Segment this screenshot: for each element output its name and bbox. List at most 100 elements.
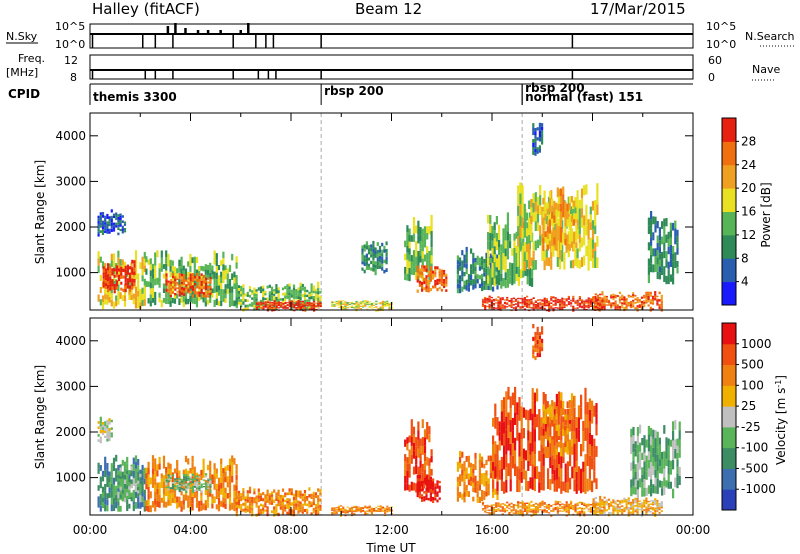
range-gate-cell [544, 237, 547, 243]
range-gate-cell [522, 269, 525, 278]
range-gate-cell [187, 495, 190, 502]
range-gate-cell [141, 275, 144, 282]
range-gate-cell [568, 223, 571, 231]
range-gate-cell [634, 497, 637, 500]
range-gate-cell [233, 283, 236, 289]
cpid-mode-label: rbsp 200 [324, 84, 383, 98]
range-gate-cell [275, 302, 278, 304]
range-gate-cell [528, 276, 531, 287]
range-gate-cell [171, 287, 174, 293]
range-gate-cell [386, 301, 389, 303]
range-gate-cell [319, 296, 322, 299]
range-gate-cell [534, 221, 537, 231]
range-gate-cell [600, 308, 603, 310]
range-gate-cell [500, 468, 503, 480]
range-gate-cell [162, 481, 166, 489]
range-gate-cell [587, 504, 590, 506]
range-gate-cell [440, 275, 443, 278]
range-gate-cell [519, 512, 522, 515]
range-gate-cell [572, 505, 575, 507]
range-gate-cell [266, 310, 269, 312]
range-gate-cell [101, 302, 105, 310]
range-gate-cell [594, 303, 597, 306]
range-gate-cell [570, 302, 573, 304]
range-gate-cell [337, 508, 340, 509]
range-gate-cell [178, 298, 181, 305]
range-gate-cell [574, 302, 577, 305]
range-gate-cell [112, 491, 116, 498]
range-gate-cell [109, 276, 112, 281]
range-gate-cell [187, 289, 190, 292]
range-gate-cell [421, 463, 424, 473]
range-gate-cell [288, 505, 291, 509]
range-gate-cell [301, 293, 304, 298]
range-gate-cell [231, 299, 234, 306]
range-gate-cell [342, 303, 345, 305]
range-gate-cell [167, 481, 170, 488]
range-gate-cell [331, 510, 334, 512]
range-gate-cell [99, 287, 102, 294]
range-gate-cell [240, 304, 243, 308]
range-gate-cell [506, 268, 509, 279]
range-gate-cell [591, 248, 595, 259]
range-gate-cell [408, 470, 411, 478]
range-gate-cell [215, 272, 218, 280]
range-gate-cell [187, 501, 190, 508]
range-gate-cell [528, 505, 531, 507]
range-gate-cell [291, 302, 294, 304]
range-gate-cell [640, 504, 644, 507]
range-gate-cell [370, 507, 373, 509]
beam-title: Beam 12 [355, 0, 422, 18]
range-gate-cell [545, 510, 548, 512]
range-gate-cell [355, 300, 358, 303]
range-gate-cell [528, 302, 531, 304]
range-gate-cell [255, 306, 258, 307]
range-gate-cell [255, 304, 258, 306]
range-gate-cell [406, 477, 409, 484]
range-gate-cell [271, 308, 274, 310]
range-gate-cell [537, 305, 540, 308]
range-gate-cell [275, 495, 278, 499]
range-gate-cell [200, 485, 203, 489]
range-gate-cell [534, 502, 537, 505]
range-gate-cell [228, 478, 232, 485]
range-gate-cell [428, 259, 431, 268]
range-gate-cell [484, 507, 487, 509]
range-gate-cell [290, 509, 293, 513]
range-gate-cell [99, 274, 102, 281]
range-gate-cell [489, 215, 492, 224]
range-gate-cell [270, 491, 274, 495]
range-gate-cell [429, 272, 432, 276]
range-gate-cell [432, 270, 435, 274]
range-gate-cell [562, 194, 565, 202]
range-gate-cell [493, 246, 496, 255]
range-gate-cell [171, 281, 174, 288]
range-gate-cell [154, 265, 157, 273]
range-gate-cell [410, 437, 413, 446]
range-gate-cell [130, 289, 133, 295]
range-gate-cell [273, 499, 276, 503]
range-gate-cell [187, 277, 190, 283]
range-gate-cell [548, 417, 552, 424]
range-gate-cell [171, 265, 174, 272]
range-gate-cell [119, 467, 122, 472]
range-gate-cell [621, 512, 624, 515]
range-gate-cell [492, 306, 496, 309]
range-gate-cell [517, 300, 520, 302]
range-gate-cell [669, 252, 672, 260]
range-gate-cell [117, 216, 120, 220]
range-gate-cell [461, 475, 464, 482]
range-gate-cell [563, 252, 566, 261]
range-gate-cell [638, 508, 641, 511]
range-gate-cell [129, 279, 132, 283]
range-gate-cell [676, 261, 679, 268]
range-gate-cell [584, 480, 587, 494]
range-gate-cell [364, 505, 367, 507]
range-gate-cell [539, 509, 542, 511]
range-gate-cell [231, 286, 234, 293]
range-gate-cell [527, 481, 530, 492]
range-gate-cell [145, 478, 148, 484]
range-gate-cell [667, 246, 670, 255]
nave-tick-top: 60 [708, 54, 722, 67]
range-gate-cell [465, 490, 468, 497]
